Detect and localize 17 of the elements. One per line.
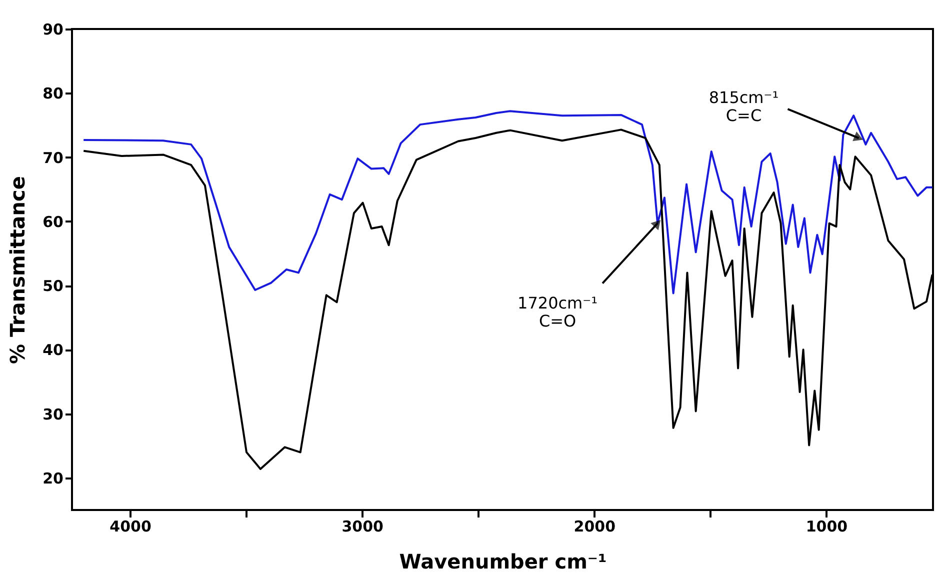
y-axis-title: % Transmittance bbox=[6, 176, 30, 364]
x-tick-label: 4000 bbox=[110, 518, 152, 536]
y-tick-label: 20 bbox=[42, 469, 64, 488]
annotation: 815cm⁻¹ C=C bbox=[708, 88, 779, 126]
y-tick-label: 70 bbox=[42, 148, 64, 167]
x-tick-label: 3000 bbox=[342, 518, 384, 536]
x-tick-label: 2000 bbox=[574, 518, 616, 536]
y-tick-label: 60 bbox=[42, 212, 64, 231]
y-tick-label: 50 bbox=[42, 277, 64, 296]
y-tick-label: 80 bbox=[42, 84, 64, 103]
x-tick-label: 1000 bbox=[806, 518, 848, 536]
x-axis-title: Wavenumber cm⁻¹ bbox=[399, 550, 607, 574]
y-tick-label: 40 bbox=[42, 341, 64, 360]
annotation: 1720cm⁻¹ C=O bbox=[518, 293, 598, 330]
line-series bbox=[82, 110, 933, 294]
y-tick-label: 90 bbox=[42, 20, 64, 38]
y-tick-label: 30 bbox=[42, 405, 64, 424]
